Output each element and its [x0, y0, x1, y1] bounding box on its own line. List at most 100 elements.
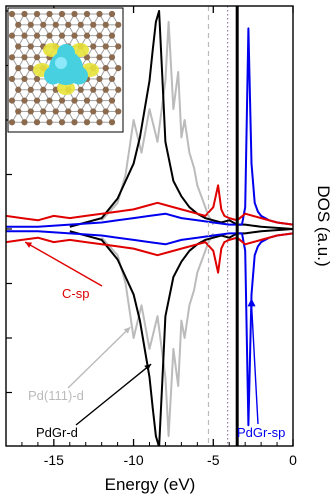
carbon-atom: [96, 32, 103, 39]
carbon-atom: [8, 97, 16, 104]
carbon-atom: [108, 119, 116, 126]
carbon-atom: [46, 32, 53, 39]
carbon-atom: [8, 119, 16, 126]
carbon-atom: [15, 21, 22, 28]
carbon-atom: [21, 75, 28, 83]
pd-111-d-up-curve: [100, 20, 215, 226]
carbon-atom: [8, 32, 16, 39]
carbon-atom: [83, 119, 91, 126]
carbon-atom: [40, 21, 47, 28]
carbon-atom: [15, 43, 22, 50]
x-tick-label: -5: [207, 452, 220, 468]
x-tick-label: -10: [123, 452, 143, 468]
carbon-atom: [71, 32, 78, 39]
accumulation-highlight: [55, 57, 67, 69]
depletion-lobe: [57, 81, 75, 95]
carbon-atom: [65, 108, 72, 115]
carbon-atom: [108, 54, 116, 61]
pdgr-d-pointer: [75, 363, 152, 426]
carbon-atom: [33, 10, 41, 18]
carbon-atom: [83, 32, 91, 39]
carbon-atom: [102, 21, 109, 28]
pdgr-d-up-curve: [69, 10, 293, 230]
c-sp-pointer: [24, 241, 103, 287]
pd-111-d-down-curve: [100, 232, 215, 438]
series-annotations: C-sp Pd(111)-d PdGr-d PdGr-sp: [24, 241, 285, 440]
carbon-atom: [8, 54, 16, 61]
pdgr-d-label: PdGr-d: [36, 425, 78, 440]
carbon-atom: [90, 108, 97, 115]
carbon-atom: [46, 10, 53, 18]
x-tick-label: 0: [289, 452, 297, 468]
carbon-atom: [58, 119, 66, 126]
series-layer: [6, 10, 293, 446]
accumulation-lobe: [44, 66, 63, 85]
carbon-atom: [90, 43, 97, 50]
pdgr-sp-up-curve: [6, 27, 293, 228]
x-tick-label: -15: [44, 452, 64, 468]
pdgr-sp-arrowhead: [247, 298, 256, 307]
carbon-atom: [102, 43, 109, 50]
carbon-atom: [33, 75, 41, 83]
carbon-atom: [21, 32, 28, 39]
x-axis-label: Energy (eV): [105, 475, 196, 494]
carbon-atom: [96, 97, 103, 104]
carbon-atom: [71, 97, 78, 104]
carbon-atom: [96, 119, 103, 126]
axis-ticks: -15 -10 -5 0: [5, 6, 297, 468]
carbon-atom: [90, 21, 97, 28]
carbon-atom: [83, 54, 91, 61]
carbon-atom: [102, 65, 109, 72]
carbon-atom: [77, 86, 84, 93]
carbon-atom: [21, 10, 28, 18]
carbon-atom: [27, 108, 34, 115]
carbon-atom: [15, 65, 22, 72]
carbon-atom: [8, 75, 16, 83]
reference-lines: [207, 6, 239, 446]
carbon-atom: [115, 65, 122, 72]
carbon-atom: [90, 86, 97, 93]
y-axis-label: DOS (a.u.): [314, 185, 333, 266]
carbon-atom: [52, 21, 59, 28]
pd-on-graphene-charge-density-icon: [8, 10, 122, 126]
pdgr-d-down-curve: [69, 228, 293, 446]
carbon-atom: [40, 108, 47, 115]
carbon-atom: [83, 97, 91, 104]
carbon-atom: [40, 86, 47, 93]
carbon-atom: [21, 97, 28, 104]
carbon-atom: [71, 10, 78, 18]
carbon-atom: [33, 54, 41, 61]
pd-111-d-arrowhead: [123, 327, 131, 334]
carbon-atom: [46, 119, 53, 126]
c-sp-arrowhead: [25, 242, 33, 248]
carbon-atom: [115, 43, 122, 50]
depletion-lobe: [43, 43, 61, 57]
carbon-atom: [15, 86, 22, 93]
carbon-atom: [52, 108, 59, 115]
carbon-atom: [58, 97, 66, 104]
carbon-atom: [33, 32, 41, 39]
pdgr-d-arrowhead: [144, 364, 152, 371]
carbon-atom: [77, 21, 84, 28]
c-sp-label: C-sp: [62, 286, 89, 301]
carbon-atom: [21, 119, 28, 126]
carbon-atom: [96, 75, 103, 83]
depletion-lobe: [71, 43, 89, 57]
carbon-atom: [102, 86, 109, 93]
carbon-atom: [96, 10, 103, 18]
carbon-atom: [27, 65, 34, 72]
inset-structure: [7, 7, 124, 133]
pdgr-sp-pointer: [250, 304, 259, 425]
pd-111-d-pointer: [67, 326, 131, 389]
carbon-atom: [65, 21, 72, 28]
carbon-atom: [8, 10, 16, 18]
carbon-atom: [33, 119, 41, 126]
carbon-atom: [115, 21, 122, 28]
carbon-atom: [108, 75, 116, 83]
carbon-atom: [115, 108, 122, 115]
c-sp-down-curve: [6, 232, 293, 274]
accumulation-lobe: [69, 66, 88, 85]
pdgr-sp-down-curve: [6, 230, 293, 427]
pd-111-d-label: Pd(111)-d: [28, 388, 84, 403]
